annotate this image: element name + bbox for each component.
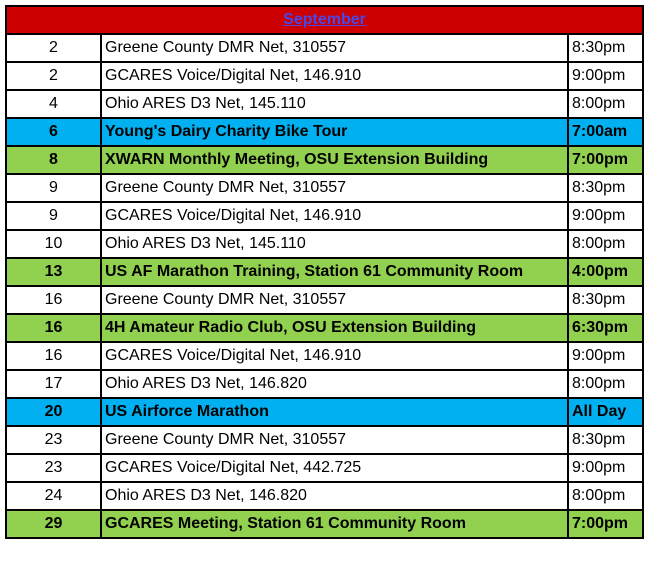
event-day: 9: [5, 173, 102, 203]
event-calendar-table: September 2 Greene County DMR Net, 310557…: [5, 5, 644, 539]
event-title: GCARES Voice/Digital Net, 146.910: [100, 61, 569, 91]
event-day: 17: [5, 369, 102, 399]
event-row: 16 4H Amateur Radio Club, OSU Extension B…: [5, 313, 644, 343]
event-day: 20: [5, 397, 102, 427]
event-time: 9:00pm: [567, 61, 644, 91]
event-row: 29 GCARES Meeting, Station 61 Community R…: [5, 509, 644, 539]
event-row: 23 GCARES Voice/Digital Net, 442.725 9:00p…: [5, 453, 644, 483]
event-time: 6:30pm: [567, 313, 644, 343]
event-time: 8:30pm: [567, 33, 644, 63]
event-day: 16: [5, 313, 102, 343]
event-row: 2 Greene County DMR Net, 310557 8:30pm: [5, 33, 644, 63]
event-time: 9:00pm: [567, 453, 644, 483]
event-row: 10 Ohio ARES D3 Net, 145.110 8:00pm: [5, 229, 644, 259]
event-row: 24 Ohio ARES D3 Net, 146.820 8:00pm: [5, 481, 644, 511]
event-day: 16: [5, 341, 102, 371]
event-day: 16: [5, 285, 102, 315]
calendar-body: September 2 Greene County DMR Net, 310557…: [5, 5, 644, 539]
event-time: 7:00pm: [567, 145, 644, 175]
event-day: 2: [5, 33, 102, 63]
event-time: 7:00am: [567, 117, 644, 147]
event-time: All Day: [567, 397, 644, 427]
event-row: 16 Greene County DMR Net, 310557 8:30pm: [5, 285, 644, 315]
event-title: Greene County DMR Net, 310557: [100, 173, 569, 203]
event-row: 20 US Airforce Marathon All Day: [5, 397, 644, 427]
month-header-row: September: [5, 5, 644, 35]
event-time: 8:00pm: [567, 89, 644, 119]
event-day: 2: [5, 61, 102, 91]
event-title: Greene County DMR Net, 310557: [100, 285, 569, 315]
event-row: 9 GCARES Voice/Digital Net, 146.910 9:00pm: [5, 201, 644, 231]
event-title: Ohio ARES D3 Net, 145.110: [100, 229, 569, 259]
event-day: 9: [5, 201, 102, 231]
event-day: 13: [5, 257, 102, 287]
event-title: Greene County DMR Net, 310557: [100, 425, 569, 455]
event-time: 9:00pm: [567, 201, 644, 231]
event-title: Young's Dairy Charity Bike Tour: [100, 117, 569, 147]
event-time: 8:00pm: [567, 481, 644, 511]
event-time: 8:30pm: [567, 173, 644, 203]
event-title: 4H Amateur Radio Club, OSU Extension Bui…: [100, 313, 569, 343]
event-title: GCARES Meeting, Station 61 Community Roo…: [100, 509, 569, 539]
event-title: Ohio ARES D3 Net, 145.110: [100, 89, 569, 119]
event-day: 10: [5, 229, 102, 259]
event-day: 24: [5, 481, 102, 511]
event-title: Ohio ARES D3 Net, 146.820: [100, 481, 569, 511]
event-title: US AF Marathon Training, Station 61 Comm…: [100, 257, 569, 287]
event-time: 8:00pm: [567, 229, 644, 259]
event-day: 8: [5, 145, 102, 175]
event-time: 7:00pm: [567, 509, 644, 539]
event-row: 13 US AF Marathon Training, Station 61 Co…: [5, 257, 644, 287]
event-title: Greene County DMR Net, 310557: [100, 33, 569, 63]
event-title: XWARN Monthly Meeting, OSU Extension Bui…: [100, 145, 569, 175]
event-time: 8:30pm: [567, 285, 644, 315]
event-row: 9 Greene County DMR Net, 310557 8:30pm: [5, 173, 644, 203]
event-row: 8 XWARN Monthly Meeting, OSU Extension Bu…: [5, 145, 644, 175]
event-row: 17 Ohio ARES D3 Net, 146.820 8:00pm: [5, 369, 644, 399]
month-link[interactable]: September: [283, 11, 366, 28]
event-day: 29: [5, 509, 102, 539]
event-row: 2 GCARES Voice/Digital Net, 146.910 9:00pm: [5, 61, 644, 91]
event-row: 16 GCARES Voice/Digital Net, 146.910 9:00p…: [5, 341, 644, 371]
event-day: 23: [5, 425, 102, 455]
event-row: 6 Young's Dairy Charity Bike Tour 7:00am: [5, 117, 644, 147]
event-title: Ohio ARES D3 Net, 146.820: [100, 369, 569, 399]
event-time: 4:00pm: [567, 257, 644, 287]
event-title: GCARES Voice/Digital Net, 146.910: [100, 201, 569, 231]
event-title: GCARES Voice/Digital Net, 442.725: [100, 453, 569, 483]
month-header-cell: September: [5, 5, 644, 35]
event-row: 4 Ohio ARES D3 Net, 145.110 8:00pm: [5, 89, 644, 119]
event-day: 6: [5, 117, 102, 147]
event-day: 4: [5, 89, 102, 119]
event-day: 23: [5, 453, 102, 483]
event-time: 8:00pm: [567, 369, 644, 399]
event-title: GCARES Voice/Digital Net, 146.910: [100, 341, 569, 371]
event-time: 9:00pm: [567, 341, 644, 371]
event-row: 23 Greene County DMR Net, 310557 8:30pm: [5, 425, 644, 455]
event-time: 8:30pm: [567, 425, 644, 455]
event-title: US Airforce Marathon: [100, 397, 569, 427]
